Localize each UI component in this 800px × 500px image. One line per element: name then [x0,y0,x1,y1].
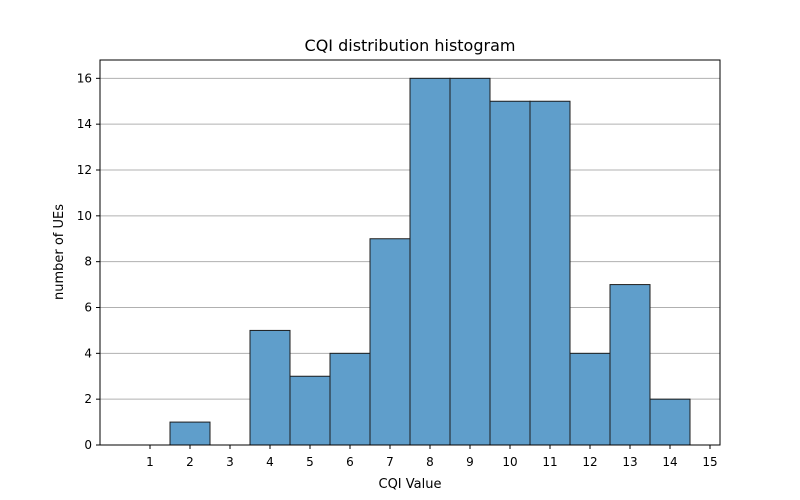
x-tick-label: 12 [582,455,597,469]
histogram-bar [329,352,371,446]
histogram-bar [609,284,651,446]
plot-frame [99,59,721,446]
x-tick-label: 2 [186,455,194,469]
histogram-bar [489,100,531,446]
x-tick-label: 8 [426,455,434,469]
x-tick-label: 6 [346,455,354,469]
histogram-bar [169,421,211,446]
y-tick-label: 2 [84,392,92,406]
histogram-bar [369,238,411,446]
histogram-bar [249,329,291,446]
x-tick-label: 3 [226,455,234,469]
histogram-bar [649,398,691,446]
x-tick-label: 14 [662,455,677,469]
y-tick-label: 12 [77,163,92,177]
y-tick-label: 6 [84,301,92,315]
x-tick-label: 13 [622,455,637,469]
y-axis-label: number of UEs [52,204,67,300]
x-tick-label: 7 [386,455,394,469]
x-tick-label: 10 [502,455,517,469]
histogram-bar [449,77,491,446]
y-tick-label: 8 [84,255,92,269]
histogram-bar [569,352,611,446]
y-tick-label: 14 [77,117,92,131]
y-axis-ticks: 0 2 4 6 8 10 12 14 16 [77,71,100,452]
x-tick-label: 1 [146,455,154,469]
x-axis-ticks: 1 2 3 4 5 6 7 8 9 10 11 12 13 14 15 [146,445,718,469]
y-tick-label: 4 [84,346,92,360]
histogram-bar [529,100,571,446]
x-tick-label: 5 [306,455,314,469]
histogram-bar [409,77,451,446]
y-tick-label: 10 [77,209,92,223]
x-tick-label: 15 [702,455,717,469]
y-tick-label: 16 [77,71,92,85]
x-tick-label: 4 [266,455,274,469]
x-axis-label: CQI Value [379,477,442,492]
x-tick-label: 11 [542,455,557,469]
chart-title: CQI distribution histogram [305,36,516,55]
y-tick-label: 0 [84,438,92,452]
histogram-bars [169,77,691,446]
histogram-bar [289,375,331,446]
x-tick-label: 9 [466,455,474,469]
